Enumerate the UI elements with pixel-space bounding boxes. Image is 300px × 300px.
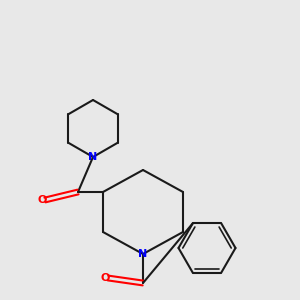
Text: O: O: [37, 195, 47, 205]
Text: N: N: [88, 152, 98, 162]
Text: N: N: [138, 249, 148, 259]
Text: O: O: [100, 273, 110, 283]
